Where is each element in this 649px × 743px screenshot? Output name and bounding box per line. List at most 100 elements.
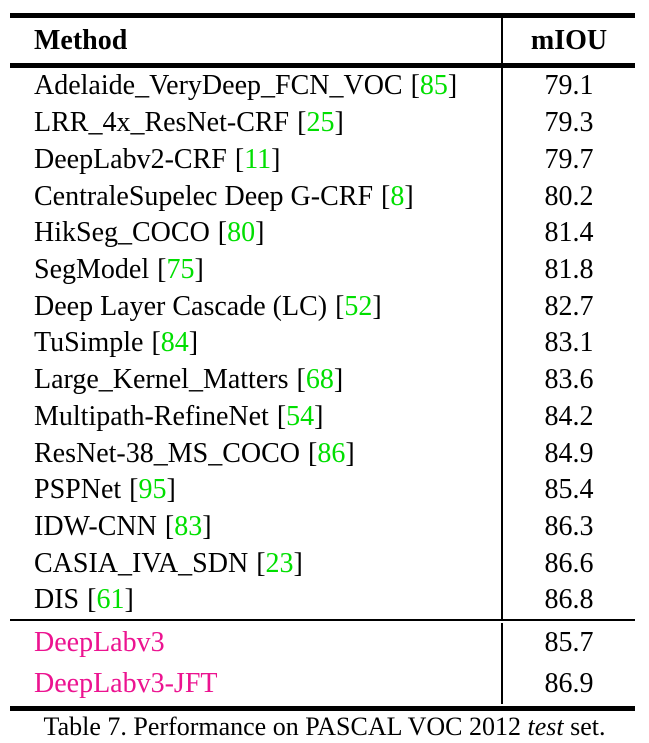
citation-link[interactable]: [11] — [235, 143, 281, 175]
citation-number[interactable]: 61 — [96, 584, 125, 616]
citation-number[interactable]: 11 — [244, 143, 272, 175]
citation-number[interactable]: 25 — [306, 107, 335, 139]
miou-value: 86.9 — [544, 667, 594, 699]
table-row: TuSimple [84] 83.1 — [10, 325, 635, 362]
citation-open-bracket: [ — [335, 290, 345, 322]
caption-suffix: set. — [563, 712, 606, 741]
miou-value: 86.8 — [544, 584, 594, 616]
citation-link[interactable]: [68] — [297, 366, 344, 394]
method-cell: Large_Kernel_Matters [68] — [10, 361, 503, 399]
citation-close-bracket: ] — [314, 400, 324, 432]
citation-link[interactable]: [52] — [335, 290, 382, 322]
bottom-rule — [10, 705, 635, 711]
citation-link[interactable]: [84] — [151, 329, 198, 357]
method-cell: DeepLabv3 — [10, 622, 503, 664]
method-cell: LRR_4x_ResNet-CRF [25] — [10, 104, 503, 142]
citation-number[interactable]: 86 — [317, 437, 346, 469]
method-name: TuSimple — [34, 327, 144, 359]
miou-value: 83.1 — [544, 327, 594, 359]
citation-open-bracket: [ — [276, 400, 287, 432]
miou-value: 84.9 — [544, 437, 594, 469]
citation-close-bracket: ] — [166, 474, 176, 506]
citation-close-bracket: ] — [345, 437, 355, 469]
miou-column-header: mIOU — [530, 24, 608, 56]
citation-number[interactable]: 8 — [390, 180, 405, 212]
citation-close-bracket: ] — [404, 180, 414, 212]
table-row: LRR_4x_ResNet-CRF [25] 79.3 — [10, 104, 635, 142]
citation-number[interactable]: 85 — [419, 70, 448, 102]
table-row: CentraleSupelec Deep G-CRF [8] 80.2 — [10, 178, 635, 215]
miou-cell: 85.7 — [503, 623, 635, 664]
citation-number[interactable]: 54 — [286, 400, 315, 432]
citation-open-bracket: [ — [410, 70, 420, 102]
table-row: Large_Kernel_Matters [68] 83.6 — [10, 361, 635, 399]
citation-number[interactable]: 83 — [174, 510, 203, 542]
method-name: CASIA_IVA_SDN — [34, 547, 249, 579]
citation-link[interactable]: [8] — [381, 180, 414, 212]
citation-link[interactable]: [95] — [129, 476, 176, 504]
miou-value: 86.6 — [544, 547, 594, 579]
miou-cell: 85.4 — [503, 472, 635, 509]
miou-value: 85.7 — [544, 627, 594, 659]
deeplab-methods-section: DeepLabv3 85.7 DeepLabv3-JFT 86.9 — [10, 621, 635, 706]
method-name: Multipath-RefineNet — [34, 400, 269, 432]
miou-cell: 82.7 — [503, 288, 635, 325]
citation-link[interactable]: [54] — [276, 400, 324, 432]
citation-open-bracket: [ — [297, 107, 307, 139]
citation-link[interactable]: [83] — [164, 510, 212, 542]
citation-link[interactable]: [80] — [218, 219, 265, 247]
table-row: HikSeg_COCO [80] 81.4 — [10, 214, 635, 252]
miou-value: 81.8 — [544, 253, 594, 285]
results-table: Method mIOU Adelaide_VeryDeep_FCN_VOC [8… — [10, 13, 635, 711]
miou-value: 79.1 — [544, 70, 594, 102]
citation-number[interactable]: 80 — [227, 217, 256, 249]
citation-link[interactable]: [61] — [87, 586, 134, 614]
citation-close-bracket: ] — [194, 253, 204, 285]
miou-value: 79.7 — [544, 143, 594, 175]
miou-cell: 86.9 — [503, 663, 635, 704]
method-name: IDW-CNN — [34, 510, 157, 542]
miou-cell: 83.6 — [503, 362, 635, 399]
citation-link[interactable]: [86] — [308, 437, 355, 469]
table-row: DeepLabv2-CRF [11] 79.7 — [10, 141, 635, 179]
citation-open-bracket: [ — [217, 217, 228, 249]
citation-link[interactable]: [75] — [157, 253, 204, 285]
method-name: PSPNet — [34, 474, 122, 506]
miou-value: 85.4 — [544, 474, 594, 506]
citation-close-bracket: ] — [202, 510, 212, 542]
method-name: Adelaide_VeryDeep_FCN_VOC — [34, 70, 403, 102]
miou-value: 79.3 — [544, 107, 594, 139]
method-name: LRR_4x_ResNet-CRF — [34, 107, 290, 139]
citation-number[interactable]: 68 — [305, 364, 334, 396]
method-cell: IDW-CNN [83] — [10, 508, 503, 546]
citation-link[interactable]: [85] — [411, 72, 458, 100]
citation-number[interactable]: 95 — [138, 474, 167, 506]
citation-number[interactable]: 52 — [344, 290, 373, 322]
miou-cell: 86.6 — [503, 545, 635, 582]
table-header-row: Method mIOU — [10, 18, 635, 63]
citation-number[interactable]: 84 — [160, 327, 189, 359]
table-row: DIS [61] 86.8 — [10, 582, 635, 619]
miou-value: 82.7 — [544, 290, 594, 322]
citation-open-bracket: [ — [296, 364, 306, 396]
table-row: PSPNet [95] 85.4 — [10, 471, 635, 509]
citation-link[interactable]: [25] — [297, 109, 344, 137]
method-cell: PSPNet [95] — [10, 471, 503, 509]
miou-cell: 80.2 — [503, 178, 635, 215]
citation-open-bracket: [ — [87, 584, 97, 616]
citation-open-bracket: [ — [164, 510, 175, 542]
method-cell: CASIA_IVA_SDN [23] — [10, 545, 503, 583]
miou-cell: 79.3 — [503, 105, 635, 142]
method-name: DIS — [34, 584, 80, 616]
method-name: DeepLabv3 — [34, 627, 165, 659]
citation-open-bracket: [ — [308, 437, 318, 469]
table-row: Deep Layer Cascade (LC) [52] 82.7 — [10, 288, 635, 326]
citation-number[interactable]: 75 — [166, 253, 195, 285]
citation-close-bracket: ] — [293, 547, 303, 579]
citation-number[interactable]: 23 — [265, 547, 294, 579]
method-cell: CentraleSupelec Deep G-CRF [8] — [10, 178, 503, 215]
method-cell: TuSimple [84] — [10, 325, 503, 362]
miou-cell: 86.3 — [503, 509, 635, 546]
citation-link[interactable]: [23] — [256, 547, 303, 579]
